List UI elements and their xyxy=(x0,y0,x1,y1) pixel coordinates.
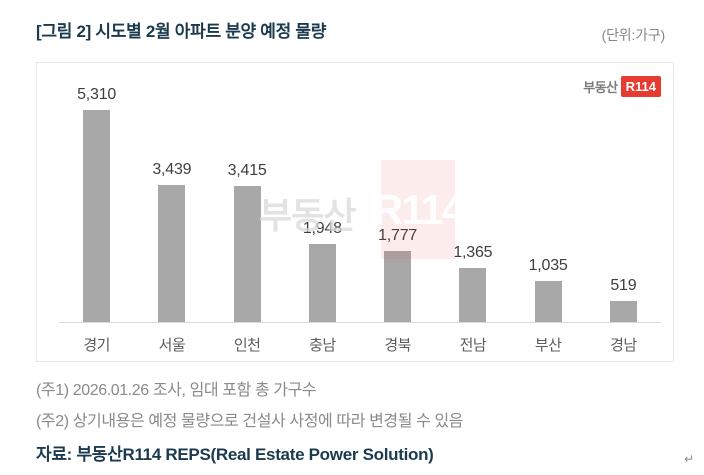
logo-badge: R114 xyxy=(620,76,661,97)
bar xyxy=(609,301,637,322)
bar xyxy=(233,186,261,322)
bar-column: 519 xyxy=(586,277,661,322)
x-axis-label: 경남 xyxy=(610,337,637,354)
plot-area: 5,310 3,439 3,415 1,948 1,777 1,365 1,035 519 xyxy=(59,63,661,322)
x-axis-label: 경북 xyxy=(384,337,411,354)
bar-value-label: 1,035 xyxy=(528,257,568,274)
bar xyxy=(308,244,336,322)
footnote-1: (주1) 2026.01.26 조사, 임대 포함 총 가구수 xyxy=(36,382,317,399)
x-axis-line xyxy=(59,322,661,323)
bar xyxy=(158,185,186,322)
bar xyxy=(459,268,487,322)
bar xyxy=(83,110,111,322)
x-axis-label: 충남 xyxy=(309,337,336,354)
bar-value-label: 3,415 xyxy=(227,162,267,179)
bar-chart: 부동산 R114 5,310 3,439 3,415 1,948 1,777 1,365 1… xyxy=(36,62,674,362)
figure-title: [그림 2] 시도별 2월 아파트 분양 예정 물량 xyxy=(36,22,327,41)
x-axis-label: 서울 xyxy=(158,337,186,354)
bar-column: 3,439 xyxy=(134,161,209,322)
bar-value-label: 1,777 xyxy=(378,227,418,244)
r114-logo: 부동산 R114 xyxy=(583,76,661,97)
bar-column: 1,365 xyxy=(435,244,510,322)
x-axis-label: 인천 xyxy=(233,337,261,354)
bar-value-label: 1,365 xyxy=(453,244,493,261)
unit-label: (단위:가구) xyxy=(601,27,666,43)
bar xyxy=(534,281,562,322)
source-line: 자료: 부동산R114 REPS(Real Estate Power Solut… xyxy=(36,445,434,464)
bar-value-label: 1,948 xyxy=(302,220,342,237)
bar-column: 3,415 xyxy=(210,162,285,322)
bar xyxy=(384,251,412,322)
x-axis-label: 경기 xyxy=(83,337,110,354)
x-axis-labels: 경기 서울 인천 충남 경북 전남 부산 경남 xyxy=(59,334,661,355)
return-mark-icon: ↵ xyxy=(684,452,695,466)
bar-column: 1,035 xyxy=(511,257,586,322)
bar-value-label: 519 xyxy=(610,277,637,294)
logo-prefix-text: 부동산 xyxy=(583,80,618,95)
x-axis-label: 전남 xyxy=(459,337,487,354)
bar-value-label: 3,439 xyxy=(152,161,192,178)
bar-column: 1,948 xyxy=(285,220,360,322)
bar-column: 1,777 xyxy=(360,227,435,322)
bar-column: 5,310 xyxy=(59,86,134,322)
x-axis-label: 부산 xyxy=(534,337,562,354)
bar-value-label: 5,310 xyxy=(77,86,117,103)
footnote-2: (주2) 상기내용은 예정 물량으로 건설사 사정에 따라 변경될 수 있음 xyxy=(36,413,464,430)
